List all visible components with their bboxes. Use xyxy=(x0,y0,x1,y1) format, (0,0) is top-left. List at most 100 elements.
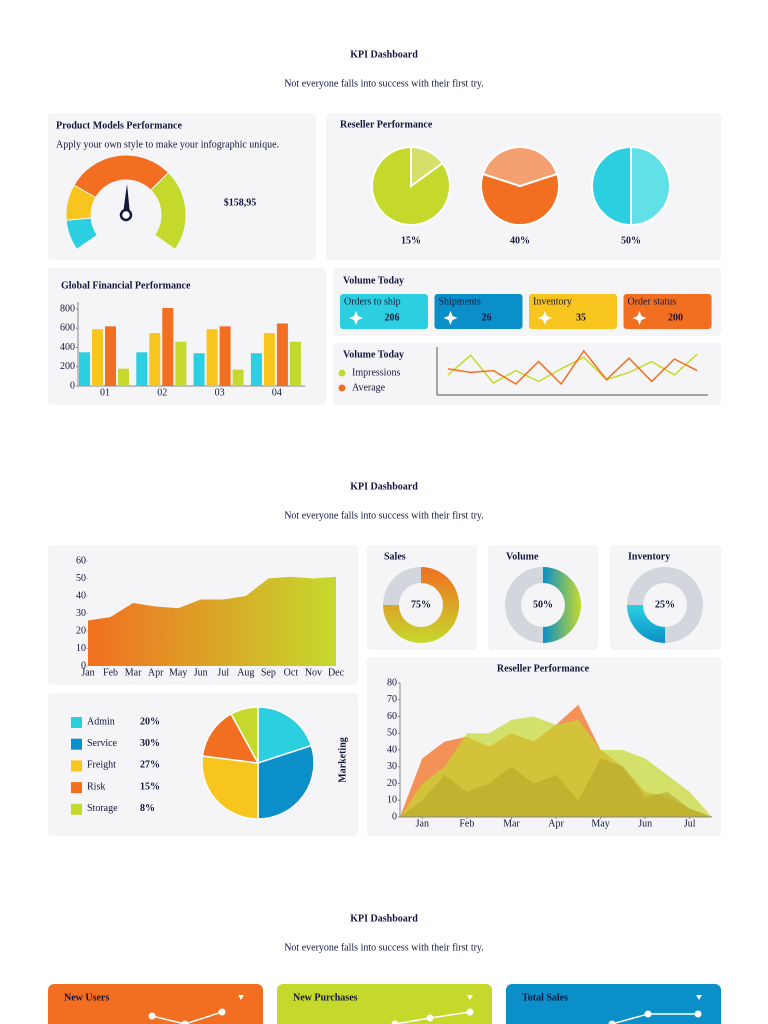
y-tick-label: 600 xyxy=(60,323,75,334)
bar xyxy=(289,341,301,386)
legend-label: Impressions xyxy=(352,367,400,378)
y-tick-label: 10 xyxy=(76,643,86,654)
section-subtitle: Not everyone falls into success with the… xyxy=(284,78,484,89)
legend-swatch xyxy=(71,803,82,815)
section-title: KPI Dashboard xyxy=(350,913,418,924)
card-sparkline-dot xyxy=(391,1020,399,1024)
x-tick-label: Aug xyxy=(237,667,254,678)
card-sparkline-dot xyxy=(218,1008,226,1016)
donut-label: 25% xyxy=(655,599,675,610)
y-tick-label: 0 xyxy=(70,380,75,391)
y-tick-label: 0 xyxy=(392,811,397,822)
panel-title: Volume Today xyxy=(343,275,404,286)
legend-label: Service xyxy=(87,738,118,749)
y-tick-label: 30 xyxy=(387,761,397,772)
bar xyxy=(250,353,262,386)
pie-rest xyxy=(480,172,560,226)
card-menu xyxy=(696,995,702,1000)
x-tick-label: 04 xyxy=(272,387,282,398)
legend-label: Storage xyxy=(87,803,118,814)
donut-label: 75% xyxy=(411,599,431,610)
y-tick-label: 30 xyxy=(76,608,86,619)
donut-title: Inventory xyxy=(628,551,670,562)
donut-label: 50% xyxy=(533,599,553,610)
legend-label: Average xyxy=(352,382,386,393)
card-menu xyxy=(467,995,473,1000)
card-sparkline-dot xyxy=(181,1020,189,1024)
x-tick-label: 03 xyxy=(215,387,225,398)
card-sparkline-dot xyxy=(148,1012,156,1020)
x-tick-label: Jul xyxy=(217,667,229,678)
line xyxy=(447,353,698,385)
bar xyxy=(162,308,174,386)
bar xyxy=(175,341,187,386)
bar xyxy=(136,352,148,386)
pie-rest xyxy=(591,145,632,227)
y-tick-label: 400 xyxy=(60,342,75,353)
donut-track xyxy=(627,567,703,643)
panel-title: Reseller Performance xyxy=(340,119,433,130)
bar xyxy=(118,368,129,386)
legend-dot xyxy=(338,384,346,392)
x-tick-label: 01 xyxy=(100,387,110,398)
tile-value: 206 xyxy=(385,312,400,323)
donut-title: Volume xyxy=(506,551,539,562)
x-tick-label: Jan xyxy=(81,667,94,678)
y-tick-label: 10 xyxy=(387,795,397,806)
legend-value: 15% xyxy=(140,781,160,792)
legend-value: 20% xyxy=(140,716,160,727)
donut-arc xyxy=(627,605,665,643)
x-tick-label: Apr xyxy=(148,667,164,678)
donut-arc xyxy=(383,567,459,643)
tile xyxy=(434,294,523,329)
bar xyxy=(219,326,231,386)
tile-icon xyxy=(538,311,552,325)
tile-icon xyxy=(349,311,363,325)
x-tick-label: Jun xyxy=(194,667,208,678)
x-tick-label: Jul xyxy=(684,818,696,829)
x-tick-label: Jun xyxy=(638,818,652,829)
panel xyxy=(48,113,316,260)
y-tick-label: 80 xyxy=(387,677,397,688)
card-sparkline xyxy=(151,1011,223,1024)
bar xyxy=(149,333,161,386)
x-tick-label: Mar xyxy=(125,667,142,678)
tile xyxy=(623,294,712,329)
tile-label: Order status xyxy=(628,296,677,307)
legend-swatch xyxy=(71,760,82,772)
legend-label: Admin xyxy=(87,716,115,727)
gauge-needle xyxy=(123,184,130,214)
x-tick-label: Sep xyxy=(261,667,276,678)
panel-title: Reseller Performance xyxy=(497,663,590,674)
tile xyxy=(529,294,617,329)
x-tick-label: Feb xyxy=(103,667,118,678)
y-tick-label: 50 xyxy=(76,573,86,584)
bar xyxy=(193,353,205,386)
card-sparkline-dot xyxy=(644,1010,652,1018)
x-tick-label: Nov xyxy=(305,667,322,678)
pie-slice xyxy=(410,145,444,188)
panel-title: Global Financial Performance xyxy=(61,280,191,291)
area xyxy=(88,576,336,666)
y-tick-label: 20 xyxy=(76,625,86,636)
x-tick-label: Mar xyxy=(503,818,520,829)
tile-label: Inventory xyxy=(533,296,572,307)
x-tick-label: Dec xyxy=(328,667,345,678)
y-axis-label: Marketing xyxy=(337,737,348,783)
legend-swatch xyxy=(71,717,82,728)
legend-value: 8% xyxy=(140,803,155,814)
y-tick-label: 800 xyxy=(60,303,75,314)
x-tick-label: May xyxy=(169,667,187,678)
y-tick-label: 20 xyxy=(387,778,397,789)
legend-label: Freight xyxy=(87,760,116,771)
bar xyxy=(232,369,244,386)
card-sparkline-dot xyxy=(694,1010,702,1018)
x-tick-label: Apr xyxy=(548,818,564,829)
section-subtitle: Not everyone falls into success with the… xyxy=(284,510,484,521)
bar xyxy=(105,326,116,386)
line xyxy=(447,349,698,386)
panel-title: Volume Today xyxy=(343,349,404,360)
card xyxy=(277,984,492,1024)
tile-value: 26 xyxy=(482,312,492,323)
